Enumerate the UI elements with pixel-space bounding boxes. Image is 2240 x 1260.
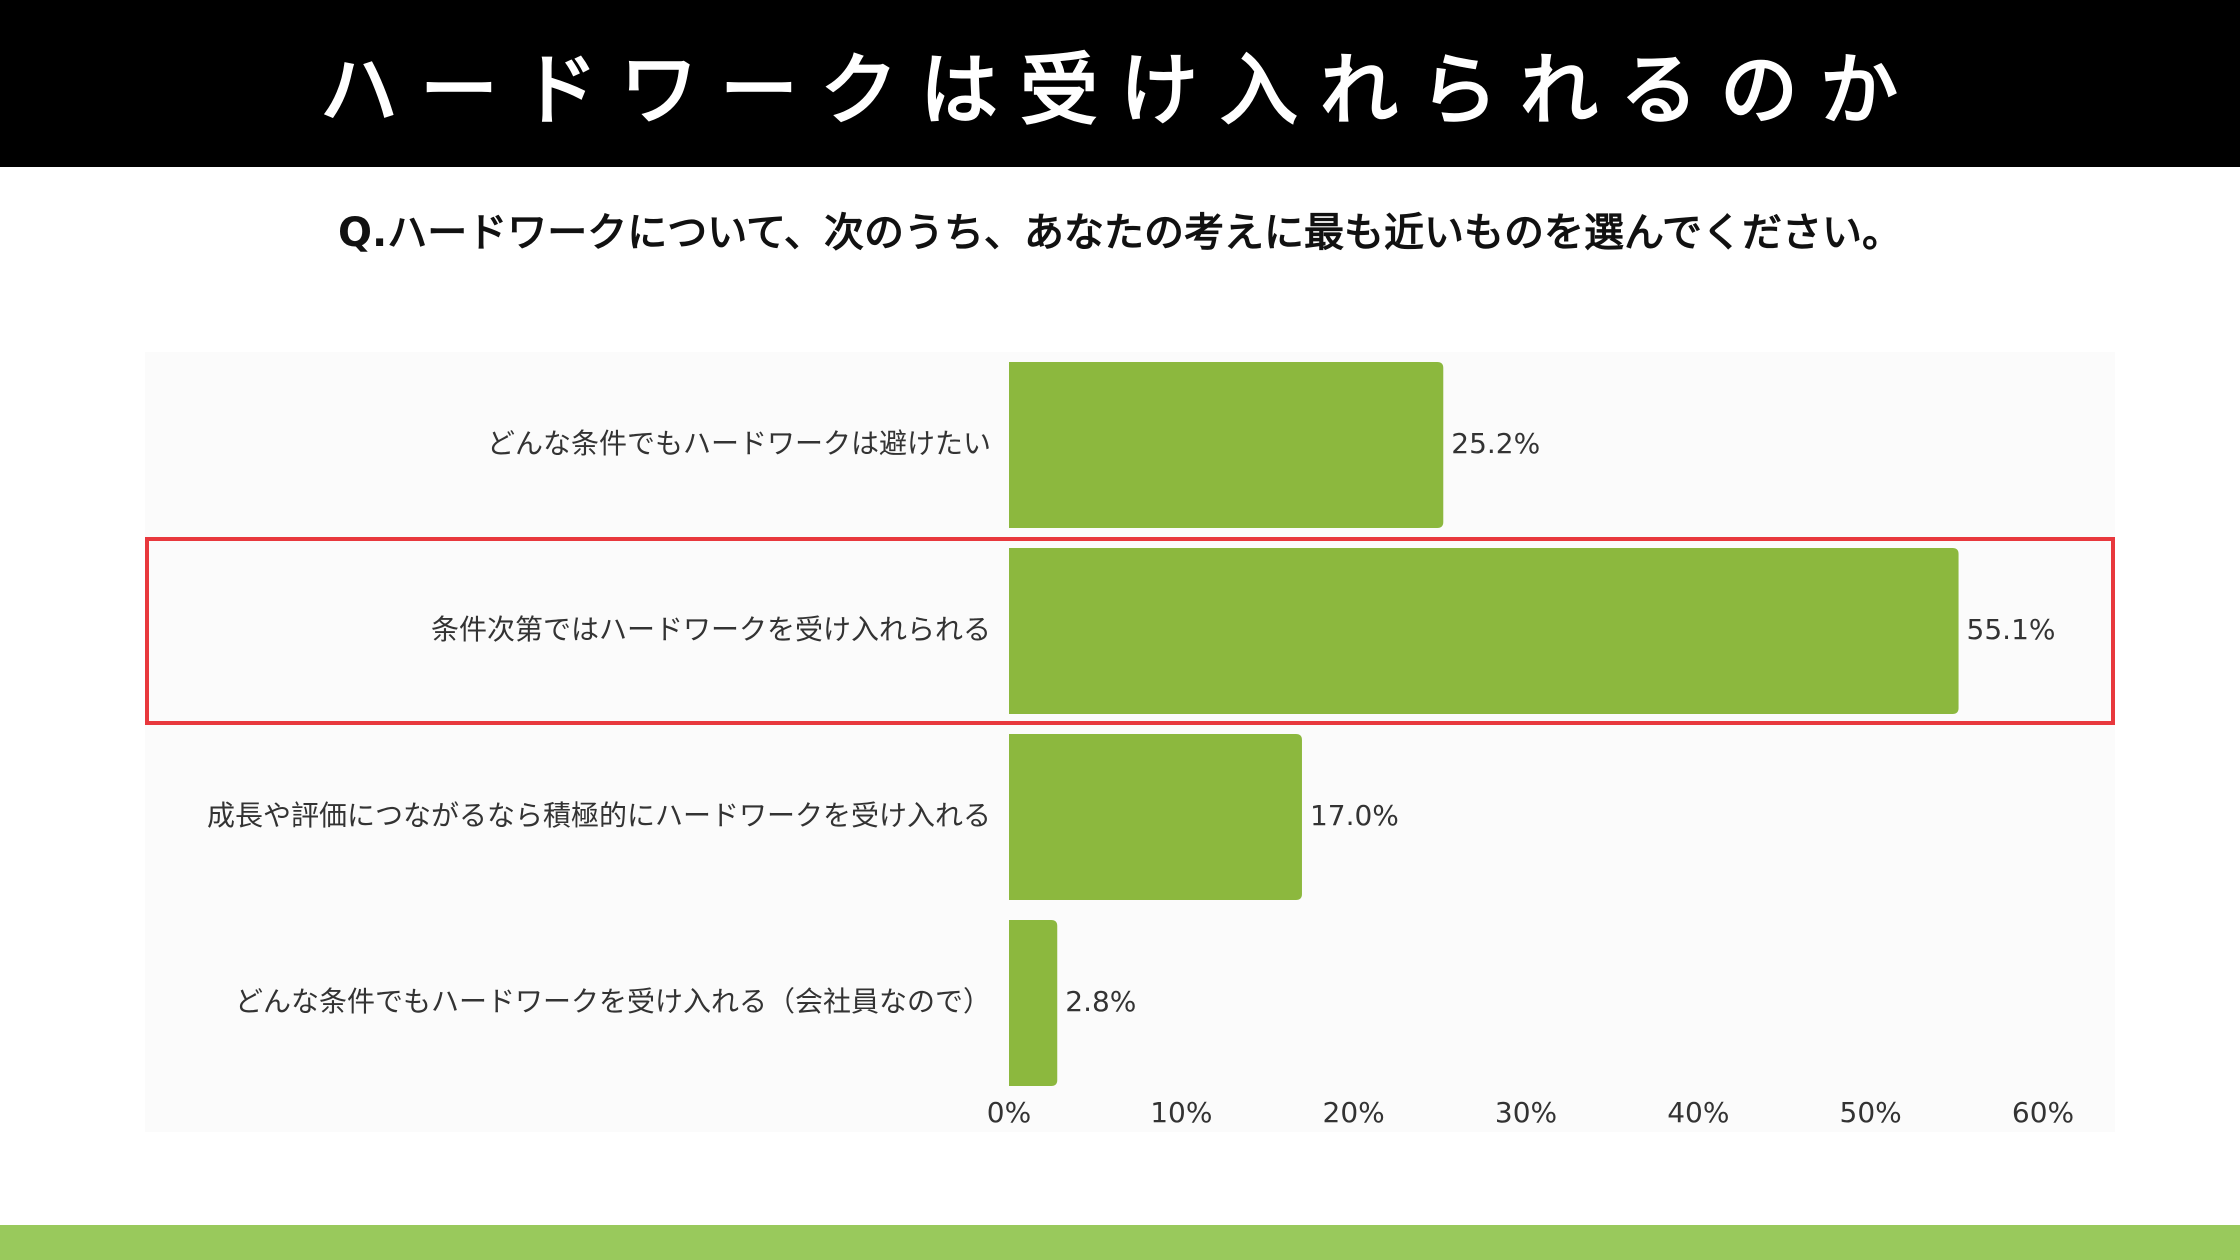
bar-chart: どんな条件でもハードワークは避けたい 25.2% 条件次第ではハードワークを受け入れ… bbox=[145, 352, 2115, 1132]
category-label-3: 成長や評価につながるなら積極的にハードワークを受け入れる bbox=[207, 799, 991, 832]
x-tick-label-0: 0% bbox=[987, 1096, 1031, 1129]
x-tick-label-2: 20% bbox=[1323, 1096, 1385, 1129]
category-label-2: 条件次第ではハードワークを受け入れられる bbox=[431, 613, 991, 646]
page-title: ハードワークは受け入れられるのか bbox=[319, 45, 1920, 136]
category-label-1: どんな条件でもハードワークは避けたい bbox=[487, 427, 991, 460]
bar-3 bbox=[1009, 734, 1302, 900]
x-tick-label-6: 60% bbox=[2012, 1096, 2074, 1129]
bar-1 bbox=[1009, 362, 1444, 528]
x-tick-label-3: 30% bbox=[1495, 1096, 1557, 1129]
value-label-2: 55.1% bbox=[1967, 613, 2056, 646]
category-label-4: どんな条件でもハードワークを受け入れる（会社員なので） bbox=[235, 985, 991, 1018]
chart-svg: どんな条件でもハードワークは避けたい 25.2% 条件次第ではハードワークを受け入れ… bbox=[145, 362, 2115, 1129]
bar-2 bbox=[1009, 548, 1959, 714]
value-label-3: 17.0% bbox=[1310, 799, 1399, 832]
highlight-box bbox=[145, 537, 2115, 725]
header-banner: ハードワークは受け入れられるのか bbox=[0, 0, 2240, 167]
value-label-4: 2.8% bbox=[1065, 985, 1136, 1018]
value-label-1: 25.2% bbox=[1451, 427, 1540, 460]
x-tick-label-1: 10% bbox=[1150, 1096, 1212, 1129]
bar-4 bbox=[1009, 920, 1058, 1086]
x-tick-label-4: 40% bbox=[1667, 1096, 1729, 1129]
survey-question: Q.ハードワークについて、次のうち、あなたの考えに最も近いものを選んでください。 bbox=[338, 210, 1902, 256]
x-tick-label-5: 50% bbox=[1840, 1096, 1902, 1129]
bottom-accent-band bbox=[0, 1225, 2240, 1260]
